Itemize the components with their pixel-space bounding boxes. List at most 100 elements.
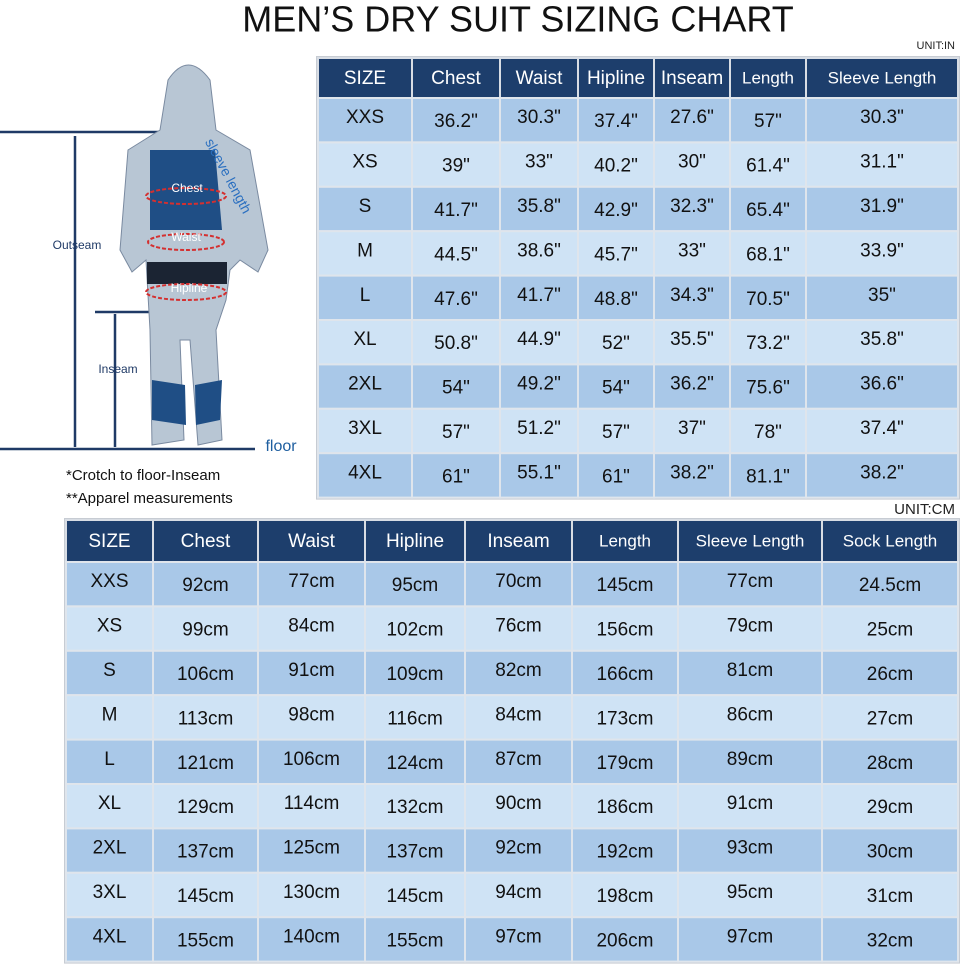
cell-text: 129cm [177, 797, 234, 818]
cell [257, 783, 366, 830]
cell-text: 206cm [596, 930, 653, 951]
cell [499, 452, 579, 499]
header-text: SIZE [88, 531, 130, 552]
cell-text: 173cm [596, 708, 653, 729]
header-text: Chest [181, 531, 231, 552]
cell-text: 70.5" [746, 289, 790, 310]
cell-text: M [357, 240, 373, 261]
cell [571, 649, 679, 697]
cell [821, 605, 959, 652]
cell-text: 121cm [177, 753, 234, 774]
cell-text: 179cm [596, 753, 653, 774]
cell-text: 84cm [495, 704, 541, 725]
cell [364, 738, 466, 785]
header-cell [571, 519, 679, 563]
cell-text: 65.4" [746, 200, 790, 221]
cell-text: 89cm [727, 749, 773, 770]
cell [653, 407, 731, 455]
cell-text: 4XL [348, 462, 382, 483]
cell-text: L [104, 749, 115, 770]
cell [805, 363, 959, 410]
cell-text: 27.6" [670, 107, 714, 128]
fig-label: floor [265, 438, 297, 455]
fig-label: Inseam [98, 362, 137, 376]
cell-text: 33" [525, 152, 553, 173]
cell-text: XXS [346, 107, 384, 128]
cell [729, 185, 807, 233]
cell [65, 783, 154, 830]
fig-label: Outseam [53, 238, 102, 252]
cell-text: 25cm [867, 620, 913, 641]
cell [464, 694, 573, 741]
cell [805, 97, 959, 144]
cell-text: 36.6" [860, 374, 904, 395]
cell-text: 38.2" [670, 462, 714, 483]
cell [729, 274, 807, 322]
cell-text: 61.4" [746, 156, 790, 177]
header-cell [317, 57, 413, 99]
cell-text: 37" [678, 418, 706, 439]
cell-text: 3XL [348, 418, 382, 439]
cell [257, 694, 366, 741]
cell-text: 24.5cm [859, 575, 921, 596]
cell [571, 827, 679, 874]
cell-text: 34.3" [670, 285, 714, 306]
cell [677, 694, 823, 741]
cell [152, 561, 259, 608]
cell-text: 4XL [93, 926, 127, 947]
cell-text: 35.8" [517, 196, 561, 217]
cell-text: 155cm [386, 930, 443, 951]
cell-text: 95cm [392, 575, 438, 596]
cell [805, 230, 959, 277]
cell-text: 49.2" [517, 374, 561, 395]
cell-text: 42.9" [594, 200, 638, 221]
cell-text: 145cm [596, 575, 653, 596]
cell-text: M [102, 704, 118, 725]
fig-label: Chest [171, 181, 203, 195]
cell-text: 84cm [288, 616, 334, 637]
header-text: Waist [288, 531, 336, 552]
cell [411, 97, 501, 144]
cell-text: 92cm [495, 838, 541, 859]
cell-text: 92cm [182, 575, 228, 596]
cell-text: 47.6" [434, 289, 478, 310]
header-cell [805, 57, 959, 99]
cell-text: 36.2" [434, 111, 478, 132]
cell-text: 54" [602, 378, 630, 399]
cell-text: 31.9" [860, 196, 904, 217]
cell [677, 827, 823, 874]
cell [577, 141, 655, 188]
cell [821, 738, 959, 785]
cell-text: 198cm [596, 886, 653, 907]
cell [677, 916, 823, 963]
cell [65, 694, 154, 741]
cell-text: 145cm [177, 886, 234, 907]
cell-text: 77cm [288, 571, 334, 592]
header-text: Hipline [587, 68, 645, 89]
cell-text: 28cm [867, 753, 913, 774]
cell-text: 75.6" [746, 378, 790, 399]
cell [805, 185, 959, 233]
cell [821, 916, 959, 963]
cell [364, 694, 466, 741]
cell-text: 73.2" [746, 333, 790, 354]
cell [257, 916, 366, 963]
cell [653, 230, 731, 277]
cell [257, 649, 366, 697]
cell [317, 97, 413, 144]
cell-text: 156cm [596, 620, 653, 641]
cell-text: 132cm [386, 797, 443, 818]
cell [577, 407, 655, 455]
header-cell [364, 519, 466, 563]
cell-text: 87cm [495, 749, 541, 770]
cell-text: 35.8" [860, 329, 904, 350]
cell [805, 452, 959, 499]
cell [729, 452, 807, 499]
header-text: Inseam [661, 68, 723, 89]
header-text: Sleeve Length [828, 68, 937, 87]
cell-text: S [359, 196, 372, 217]
cell-text: 114cm [284, 793, 340, 814]
cell [571, 561, 679, 608]
cell-text: 30" [678, 152, 706, 173]
cell-text: 30cm [867, 842, 913, 863]
